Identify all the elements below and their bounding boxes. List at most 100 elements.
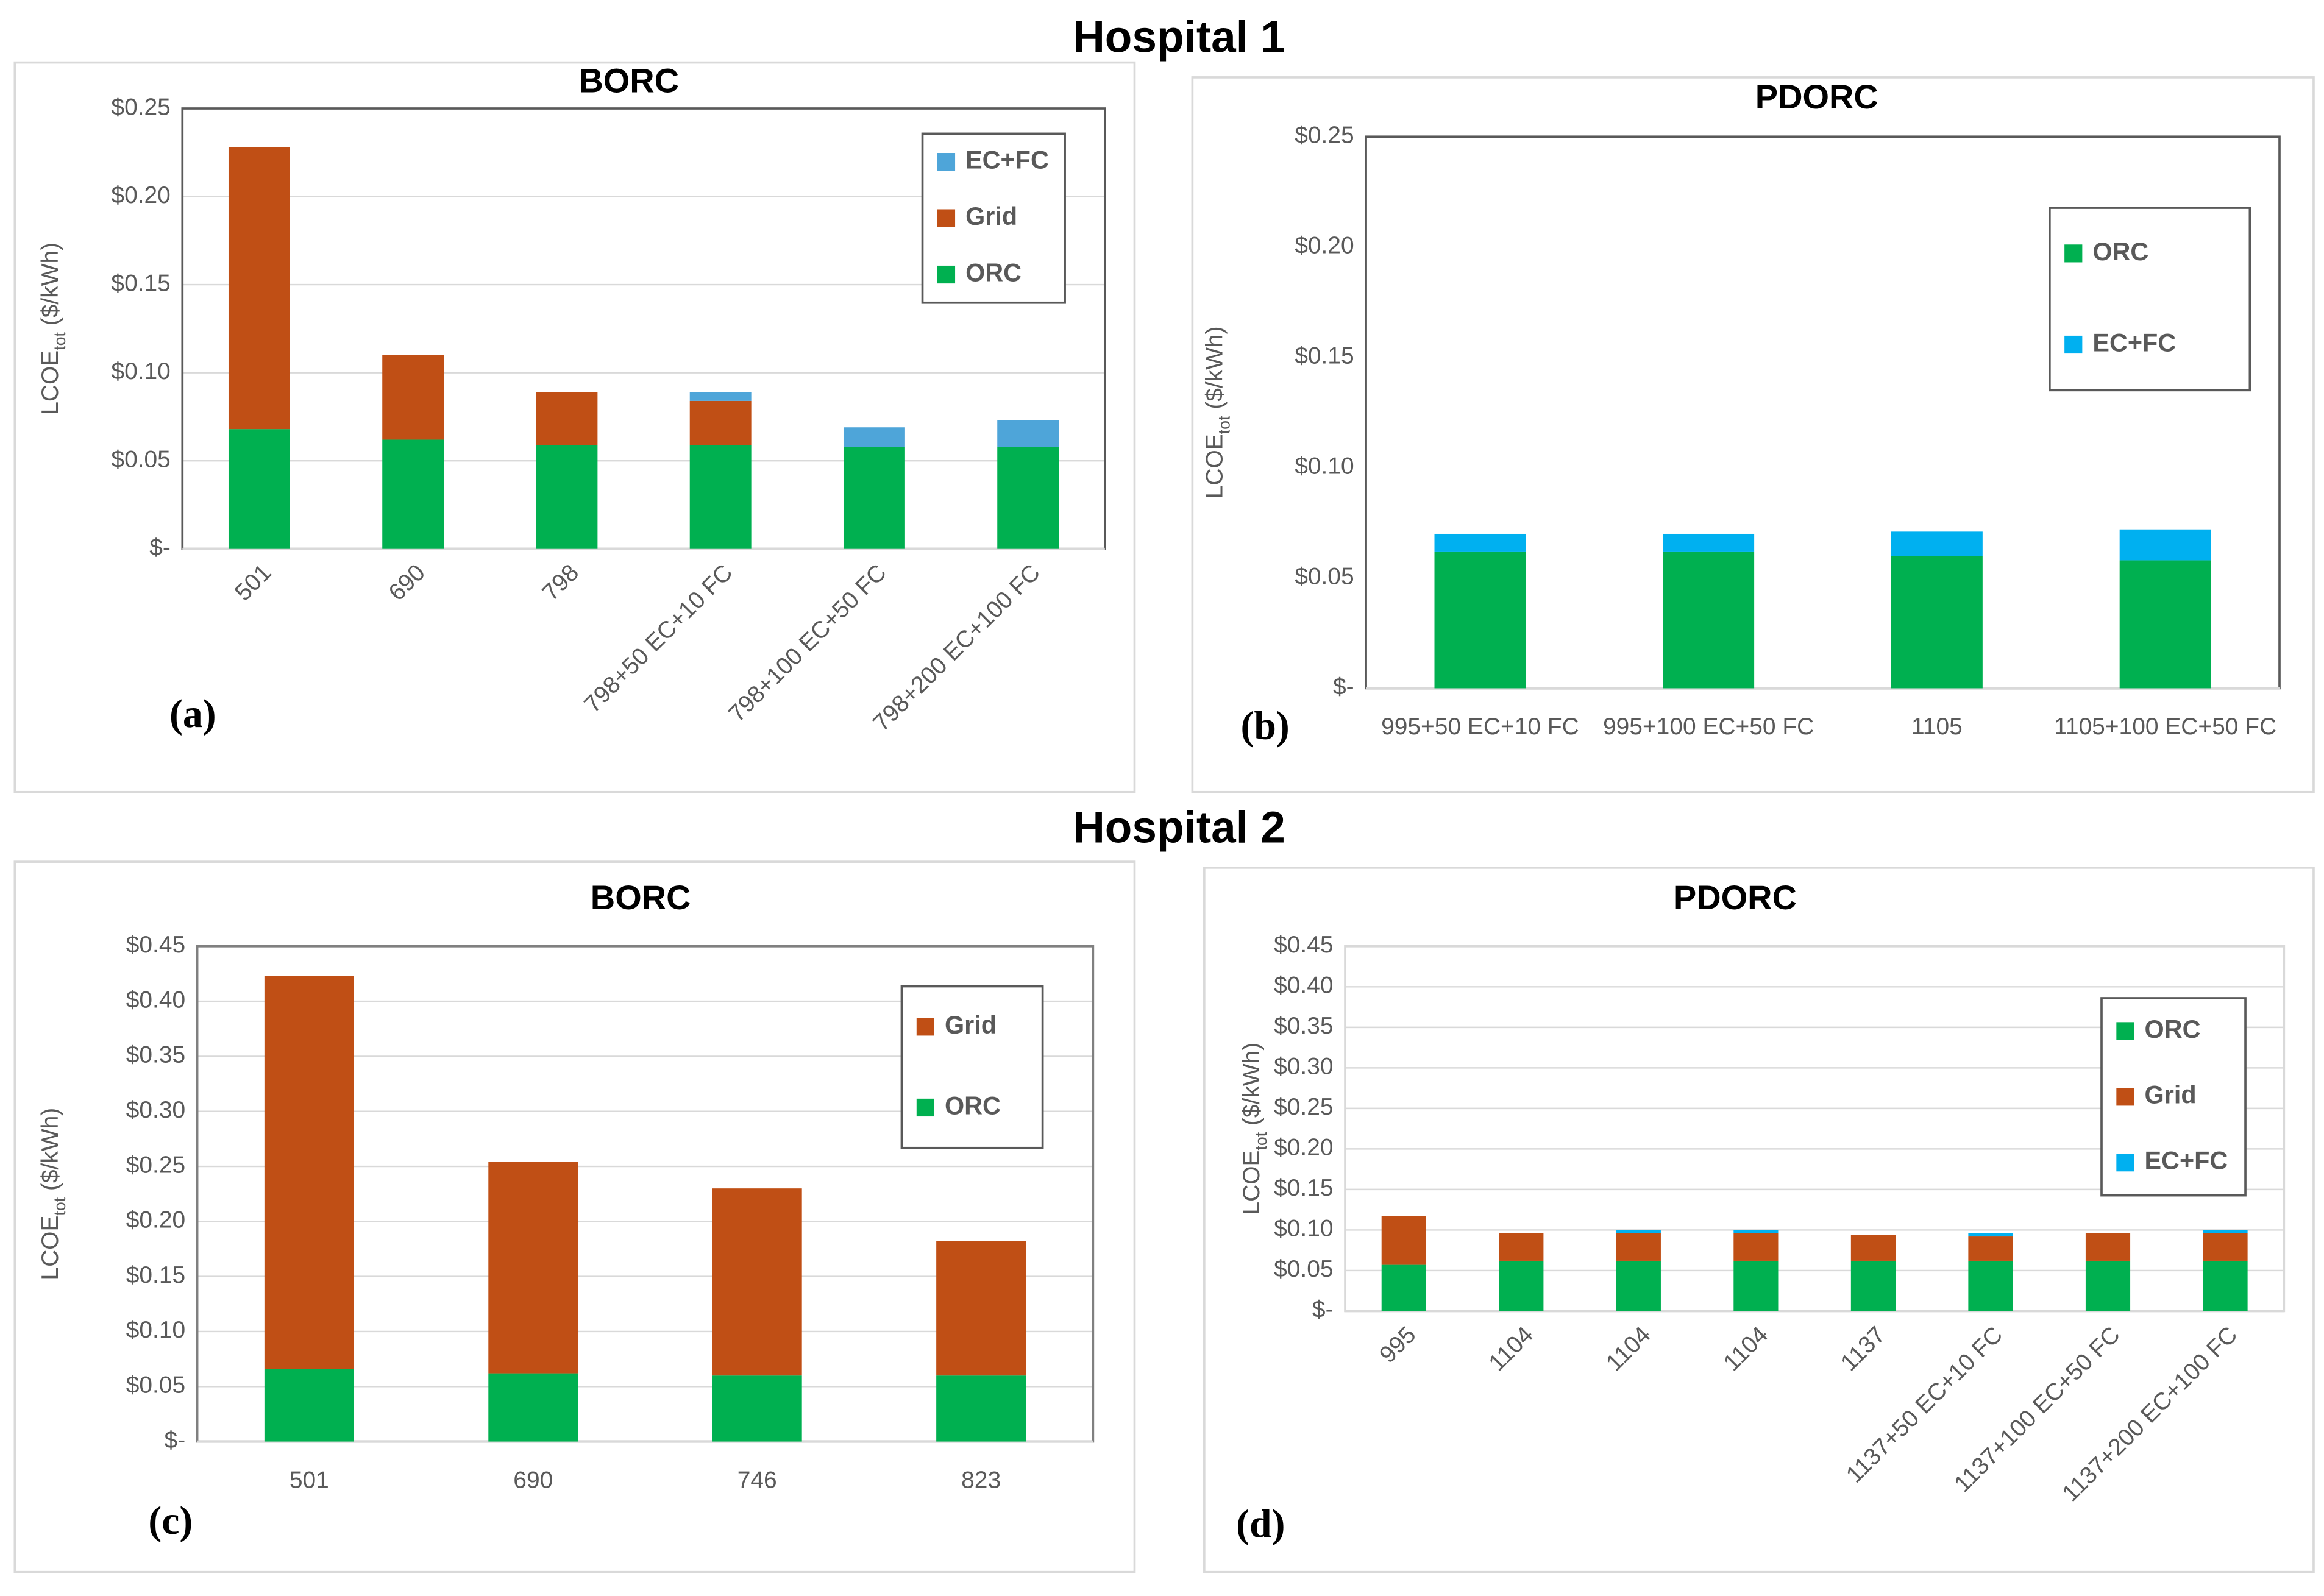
x-tick-label: 1104 bbox=[1719, 1322, 1774, 1377]
panel-frame bbox=[13, 61, 1136, 793]
y-tick-label: $- bbox=[149, 534, 171, 561]
bar-segment bbox=[1850, 1260, 1896, 1311]
bar-segment bbox=[1663, 551, 1755, 689]
y-tick-label: $0.40 bbox=[1274, 973, 1333, 999]
bar-segment bbox=[997, 420, 1059, 447]
bar-segment bbox=[1968, 1233, 2013, 1237]
legend-label: ORC bbox=[2145, 1015, 2201, 1043]
x-tick-label: 995+50 EC+10 FC bbox=[1381, 715, 1579, 740]
y-axis-label-part: LCOE bbox=[1202, 434, 1228, 498]
y-tick-label: $- bbox=[1312, 1297, 1334, 1323]
x-tick-label: 690 bbox=[384, 559, 430, 606]
y-tick-label: $0.20 bbox=[1295, 233, 1354, 259]
panel-label: (c) bbox=[148, 1498, 193, 1543]
bar-segment bbox=[2119, 560, 2211, 689]
y-tick-label: $0.15 bbox=[1274, 1175, 1333, 1201]
legend-label: EC+FC bbox=[2092, 328, 2176, 356]
bar-segment bbox=[1616, 1233, 1661, 1261]
bar-segment bbox=[1733, 1260, 1779, 1311]
bar-segment bbox=[689, 392, 752, 401]
panel-label: (a) bbox=[169, 692, 216, 736]
y-tick-label: $0.40 bbox=[126, 987, 185, 1013]
bar-segment bbox=[228, 147, 290, 430]
bar-segment bbox=[1850, 1235, 1896, 1261]
legend-swatch bbox=[937, 209, 956, 227]
bar-segment bbox=[936, 1375, 1026, 1442]
y-axis-label: LCOEtot ($/kWh) bbox=[1202, 326, 1234, 498]
x-tick-label: 798+50 EC+10 FC bbox=[580, 559, 738, 718]
heading: Hospital 1 bbox=[1073, 12, 1285, 62]
y-tick-label: $- bbox=[165, 1427, 186, 1453]
y-tick-label: $0.25 bbox=[1274, 1094, 1333, 1120]
bar-segment bbox=[488, 1373, 578, 1442]
x-tick-label: 1137 bbox=[1836, 1322, 1891, 1377]
bar-segment bbox=[264, 1369, 354, 1442]
y-tick-label: $0.25 bbox=[1295, 122, 1354, 149]
x-tick-label: 798+200 EC+100 FC bbox=[868, 559, 1045, 737]
bar-segment bbox=[1499, 1260, 1544, 1311]
y-tick-label: $0.35 bbox=[1274, 1013, 1333, 1039]
bar-segment bbox=[689, 400, 752, 445]
heading: Hospital 2 bbox=[1073, 803, 1285, 852]
bar-segment bbox=[2203, 1233, 2248, 1261]
y-tick-label: $0.05 bbox=[1295, 564, 1354, 590]
legend-label: ORC bbox=[2092, 238, 2148, 266]
x-tick-label-box: 1105+100 EC+50 FC bbox=[2054, 715, 2277, 740]
y-axis-label-part: LCOE bbox=[37, 350, 63, 415]
legend-box bbox=[900, 985, 1044, 1149]
y-tick-label: $0.10 bbox=[111, 358, 170, 385]
bar-segment bbox=[997, 447, 1059, 549]
bar-segment bbox=[1616, 1230, 1661, 1233]
bar-segment bbox=[382, 355, 444, 440]
bar-segment bbox=[843, 427, 905, 447]
bar-segment bbox=[1434, 551, 1526, 689]
y-tick-label: $0.30 bbox=[1274, 1054, 1333, 1080]
x-tick-label: 798 bbox=[538, 559, 584, 606]
bar-segment bbox=[382, 439, 444, 549]
legend-label: EC+FC bbox=[2145, 1147, 2228, 1175]
legend-box bbox=[2049, 207, 2251, 392]
bar-segment bbox=[1891, 531, 1983, 556]
bar-segment bbox=[1381, 1216, 1426, 1265]
x-tick-label-box: 1105 bbox=[1911, 715, 1963, 740]
y-axis-label-part: tot bbox=[51, 332, 69, 350]
x-tick-label: 995 bbox=[1374, 1322, 1421, 1368]
y-tick-label: $0.20 bbox=[126, 1207, 185, 1233]
legend-swatch bbox=[2116, 1088, 2134, 1106]
y-tick-label: $0.45 bbox=[1274, 932, 1333, 958]
y-tick-label: $- bbox=[1333, 674, 1354, 700]
y-tick-label: $0.10 bbox=[1274, 1216, 1333, 1242]
bar-segment bbox=[1968, 1236, 2013, 1261]
x-tick-label: 1104 bbox=[1484, 1322, 1538, 1377]
y-tick-label: $0.25 bbox=[126, 1152, 185, 1178]
bar-segment bbox=[2085, 1260, 2131, 1311]
chart-title: PDORC bbox=[1674, 878, 1797, 917]
bar-segment bbox=[689, 445, 752, 549]
panel-frame bbox=[1203, 867, 2315, 1573]
x-tick-label: 823 bbox=[961, 1467, 1001, 1494]
bar-segment bbox=[936, 1241, 1026, 1376]
y-axis-label: LCOEtot ($/kWh) bbox=[37, 243, 69, 415]
y-axis-label: LCOEtot ($/kWh) bbox=[37, 1108, 69, 1280]
x-tick-label: 501 bbox=[290, 1467, 329, 1494]
legend-label: Grid bbox=[945, 1011, 997, 1039]
x-tick-label: 798+100 EC+50 FC bbox=[723, 559, 891, 727]
chart-title: PDORC bbox=[1755, 77, 1878, 116]
chart-title: BORC bbox=[591, 878, 691, 917]
y-tick-label: $0.05 bbox=[1274, 1256, 1333, 1282]
panel-frame bbox=[1191, 76, 2315, 793]
bar-segment bbox=[2119, 529, 2211, 561]
y-tick-label: $0.15 bbox=[111, 270, 170, 296]
legend-label: ORC bbox=[945, 1091, 1001, 1119]
y-tick-label: $0.35 bbox=[126, 1042, 185, 1068]
y-axis-label-part: tot bbox=[1252, 1132, 1270, 1150]
chart-title: BORC bbox=[578, 61, 679, 99]
x-tick-label: 1105+100 EC+50 FC bbox=[2054, 715, 2277, 740]
x-tick-label: 1105 bbox=[1911, 715, 1963, 740]
y-axis-label-part: LCOE bbox=[37, 1216, 63, 1280]
bar-segment bbox=[1733, 1230, 1779, 1233]
x-tick-label: 501 bbox=[230, 559, 276, 606]
bar-segment bbox=[1968, 1260, 2013, 1311]
y-tick-label: $0.20 bbox=[1274, 1135, 1333, 1161]
